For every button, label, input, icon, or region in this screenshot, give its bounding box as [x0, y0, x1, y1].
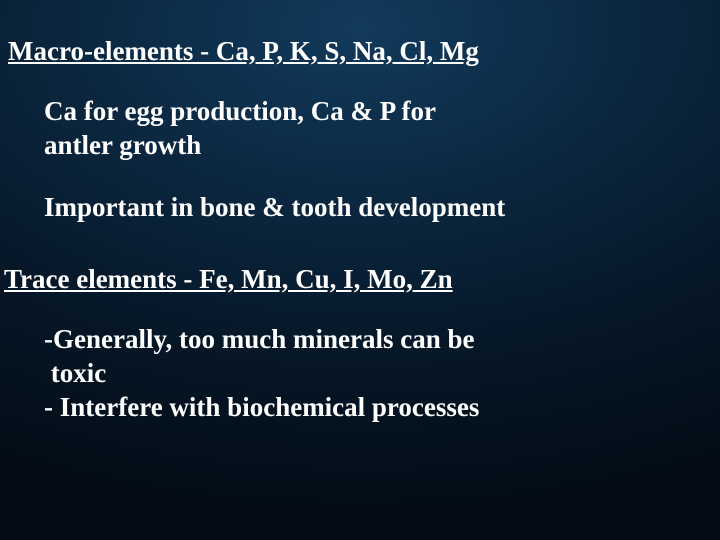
trace-point-block: -Generally, too much minerals can be tox… [44, 323, 720, 424]
text-line: - Interfere with biochemical processes [44, 392, 479, 422]
slide: Macro-elements - Ca, P, K, S, Na, Cl, Mg… [0, 0, 720, 540]
text-line: -Generally, too much minerals can be [44, 324, 474, 354]
trace-elements-heading: Trace elements - Fe, Mn, Cu, I, Mo, Zn [4, 264, 720, 295]
text-line: antler growth [44, 130, 201, 160]
text-line: Ca for egg production, Ca & P for [44, 96, 436, 126]
macro-point-2: Important in bone & tooth development [44, 191, 720, 225]
macro-elements-heading: Macro-elements - Ca, P, K, S, Na, Cl, Mg [8, 36, 720, 67]
macro-point-1: Ca for egg production, Ca & P for antler… [44, 95, 720, 163]
text-line: toxic [44, 358, 106, 388]
